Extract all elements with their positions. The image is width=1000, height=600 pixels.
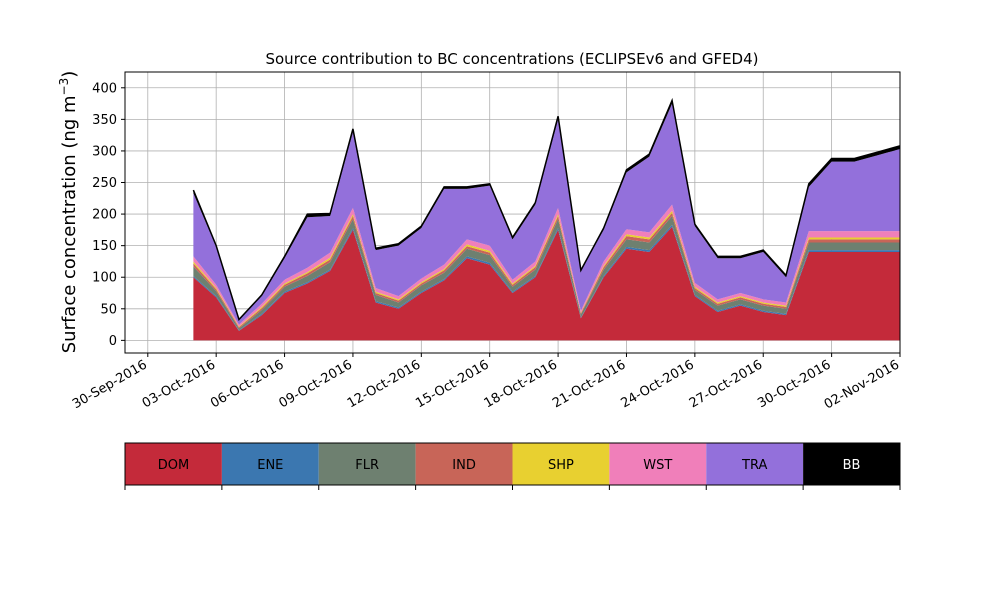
area-dom	[193, 226, 901, 341]
y-tick-label: 100	[92, 271, 117, 286]
plot-frame	[124, 71, 901, 354]
legend-swatch-bb	[803, 443, 900, 485]
legend-swatch-tra	[706, 443, 804, 485]
y-axis-label-main: Surface concentration (ng m	[59, 95, 80, 353]
y-tick-label: 0	[109, 334, 117, 349]
y-axis-label: Surface concentration (ng m−3)	[57, 71, 80, 354]
total-outline	[192, 97, 901, 321]
y-tick-label: 200	[92, 208, 117, 223]
y-tick-label: 400	[92, 81, 117, 96]
y-axis-label-superscript: −3	[57, 78, 71, 96]
chart-title: Source contribution to BC concentrations…	[265, 50, 758, 68]
legend-label-ind: IND	[452, 458, 476, 473]
legend-swatch-dom	[125, 443, 222, 485]
y-tick-label: 300	[92, 144, 117, 159]
legend-swatch-ind	[415, 443, 513, 485]
y-axis-label-close: )	[59, 71, 80, 78]
y-tick-label: 50	[100, 302, 117, 317]
y-tick-label: 350	[92, 113, 117, 128]
legend-swatch-ene	[221, 443, 319, 485]
legend-label-ene: ENE	[257, 458, 283, 473]
area-tra	[193, 103, 901, 325]
legend-label-dom: DOM	[158, 458, 189, 473]
legend-label-wst: WST	[643, 458, 672, 473]
legend-label-shp: SHP	[548, 458, 574, 473]
legend: DOM ENE FLR IND SHP WST TRA BB	[124, 442, 901, 490]
y-tick-label: 150	[92, 239, 117, 254]
legend-label-bb: BB	[843, 458, 861, 473]
stacked-areas	[192, 97, 901, 341]
legend-swatch-flr	[318, 443, 416, 485]
legend-label-tra: TRA	[741, 458, 767, 473]
legend-label-flr: FLR	[355, 458, 379, 473]
y-tick-label: 250	[92, 176, 117, 191]
legend-swatch-wst	[609, 443, 707, 485]
legend-swatch-shp	[512, 443, 610, 485]
